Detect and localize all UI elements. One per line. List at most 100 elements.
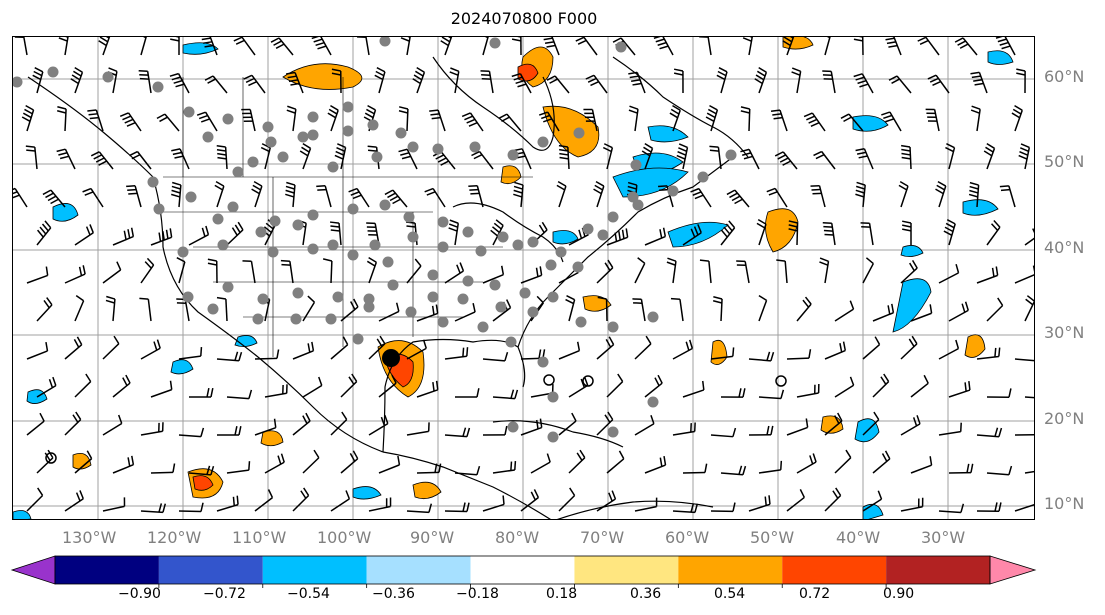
- lat-label-60n: 60°N: [1044, 67, 1085, 86]
- wind-barb: [948, 463, 974, 474]
- wind-barb: [986, 465, 1013, 476]
- wind-barb: [653, 37, 674, 56]
- wind-barb: [330, 411, 348, 436]
- station-dot: [252, 313, 264, 325]
- colorbar-extend-low: [10, 555, 56, 585]
- wind-barb: [565, 295, 576, 322]
- wind-barb: [416, 304, 439, 322]
- wind-barb: [970, 71, 988, 94]
- station-dot: [547, 431, 559, 443]
- wind-barb: [400, 37, 411, 56]
- wind-barb: [327, 104, 339, 132]
- wind-barb: [558, 341, 581, 360]
- wind-barb: [606, 373, 624, 398]
- wind-barb: [824, 341, 847, 360]
- wind-barb: [927, 74, 950, 94]
- station-dot: [369, 239, 381, 251]
- station-dot: [469, 141, 481, 153]
- wind-barb: [330, 336, 349, 360]
- wind-barb: [188, 225, 210, 246]
- station-dot: [725, 149, 737, 161]
- wind-barb: [280, 259, 294, 284]
- colorbar-tick-label: 0.90: [883, 586, 915, 602]
- station-dot: [269, 215, 281, 227]
- wind-barb: [302, 376, 323, 398]
- wind-barb: [444, 502, 470, 513]
- wind-barb: [822, 221, 836, 246]
- wind-barb: [910, 374, 929, 398]
- station-dot: [222, 113, 234, 125]
- wind-barb: [207, 258, 218, 284]
- station-dot: [537, 136, 549, 148]
- wind-barb: [720, 220, 736, 246]
- wind-barb: [444, 262, 465, 284]
- wind-barb: [682, 380, 705, 398]
- wind-barb: [90, 151, 114, 170]
- blue-patch: [52, 203, 79, 222]
- blue-patch: [13, 510, 32, 519]
- station-dot: [327, 239, 339, 251]
- storm-center-marker: [382, 349, 400, 367]
- wind-barb: [251, 180, 263, 208]
- wind-barb: [925, 108, 940, 132]
- wind-barb: [824, 37, 831, 56]
- wind-barb: [138, 70, 152, 94]
- open-circle-marker: [45, 452, 57, 464]
- station-dot: [632, 199, 644, 211]
- wind-barb: [150, 228, 173, 246]
- wind-barb: [520, 418, 543, 436]
- station-dot: [290, 313, 302, 325]
- wind-barb: [285, 181, 296, 208]
- wind-barb: [374, 67, 386, 94]
- blue-patch: [170, 359, 194, 375]
- station-dot: [217, 239, 229, 251]
- station-dot: [212, 213, 224, 225]
- wind-barb: [855, 148, 874, 170]
- station-dot: [277, 151, 289, 163]
- wind-barb: [102, 414, 123, 436]
- blue-patch: [852, 115, 889, 132]
- wind-barb: [954, 37, 978, 56]
- blue-patch: [987, 50, 1014, 65]
- wind-barb: [742, 37, 753, 56]
- station-dot: [183, 106, 195, 118]
- wind-barb: [74, 373, 92, 398]
- wind-barb: [26, 266, 49, 284]
- lon-label-70w: 70°W: [580, 528, 625, 547]
- wind-barb: [406, 258, 422, 284]
- wind-barb: [150, 380, 173, 398]
- wind-barb: [126, 185, 142, 208]
- wind-barb: [669, 104, 681, 132]
- wind-barb: [454, 388, 480, 398]
- station-dot: [545, 259, 557, 271]
- wind-barb: [672, 503, 699, 514]
- orange-patch: [765, 208, 799, 253]
- wind-barb: [216, 495, 239, 512]
- wind-barb: [901, 144, 912, 170]
- wind-barb: [98, 37, 111, 56]
- lon-label-50w: 50°W: [750, 528, 795, 547]
- wind-barb: [178, 347, 203, 360]
- wind-barb: [872, 373, 890, 398]
- wind-barb: [690, 187, 712, 208]
- wind-barb: [1014, 358, 1034, 362]
- wind-barb: [292, 341, 315, 360]
- wind-barb: [482, 351, 509, 362]
- wind-barb: [520, 489, 540, 512]
- wind-barb: [454, 465, 481, 476]
- wind-barb: [87, 109, 104, 132]
- wind-barb: [429, 109, 446, 132]
- station-dot: [555, 246, 567, 258]
- wind-barb: [682, 463, 708, 474]
- station-dot: [507, 149, 519, 161]
- wind-barb: [36, 376, 57, 398]
- wind-barb: [74, 224, 94, 246]
- wind-barb: [454, 303, 476, 322]
- wind-barb: [119, 112, 142, 132]
- east-coast: [517, 156, 734, 348]
- wind-barb: [226, 461, 251, 474]
- wind-barb: [74, 450, 93, 474]
- blue-patch: [862, 503, 884, 519]
- station-dot: [152, 81, 164, 93]
- lat-label-20n: 20°N: [1044, 409, 1085, 428]
